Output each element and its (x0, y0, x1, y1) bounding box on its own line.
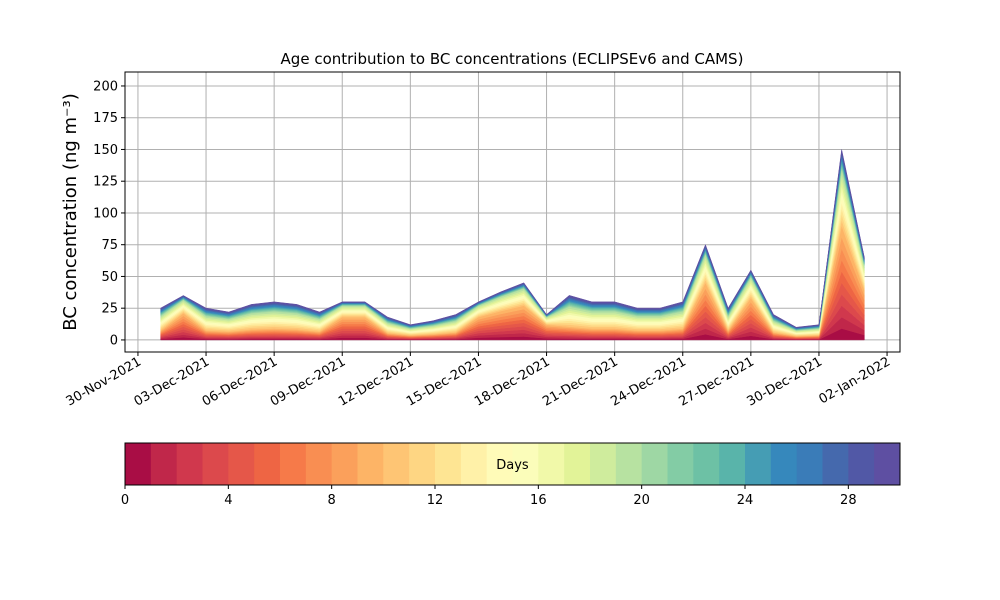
x-tick-label: 24-Dec-2021 (608, 354, 688, 409)
colorbar-label: Days (496, 458, 529, 473)
colorbar-swatch (176, 443, 203, 485)
colorbar-tick-label: 12 (427, 493, 444, 508)
colorbar-swatch (409, 443, 436, 485)
colorbar-swatch (745, 443, 772, 485)
plot-frame (124, 71, 901, 353)
colorbar-swatch (564, 443, 591, 485)
x-tick-label: 15-Dec-2021 (404, 354, 484, 409)
colorbar-swatch (202, 443, 229, 485)
colorbar-frame (124, 442, 901, 486)
colorbar-swatch (435, 443, 462, 485)
y-tick-label: 25 (101, 302, 118, 317)
colorbar-swatch (615, 443, 643, 485)
colorbar-swatch (590, 443, 617, 485)
x-tick-label: 21-Dec-2021 (540, 354, 620, 409)
colorbar-swatch (848, 443, 875, 485)
colorbar-swatch (150, 443, 178, 485)
colorbar-swatch (228, 443, 255, 485)
colorbar-swatch (280, 443, 307, 485)
y-axis-label: BC concentration (ng m⁻³) (60, 93, 81, 331)
colorbar-swatch (822, 443, 849, 485)
colorbar-swatch (719, 443, 746, 485)
x-tick-label: 09-Dec-2021 (268, 354, 348, 409)
x-tick-label: 03-Dec-2021 (132, 354, 212, 409)
colorbar-swatch (486, 443, 513, 485)
colorbar-swatch (770, 443, 798, 485)
colorbar-tick-label: 4 (224, 493, 232, 508)
y-tick-label: 100 (93, 206, 118, 221)
x-tick-label: 02-Jan-2022 (816, 354, 893, 407)
colorbar-swatch (125, 443, 152, 485)
colorbar-swatch (305, 443, 333, 485)
x-tick-label: 30-Nov-2021 (64, 354, 144, 409)
colorbar-tick-label: 8 (328, 493, 336, 508)
x-tick-label: 27-Dec-2021 (676, 354, 756, 409)
colorbar-tick-label: 20 (633, 493, 650, 508)
y-tick-label: 75 (101, 238, 118, 253)
colorbar-tick-label: 28 (840, 493, 857, 508)
y-tick-label: 175 (93, 111, 118, 126)
colorbar-swatch (874, 443, 901, 485)
colorbar-swatch (331, 443, 358, 485)
x-tick-label: 30-Dec-2021 (745, 354, 825, 409)
x-tick-label: 18-Dec-2021 (472, 354, 552, 409)
colorbar-tick-label: 0 (121, 493, 129, 508)
colorbar-swatch (357, 443, 384, 485)
colorbar-swatch (796, 443, 823, 485)
colorbar-swatch (460, 443, 488, 485)
colorbar-swatch (538, 443, 565, 485)
y-tick-label: 150 (93, 143, 118, 158)
x-tick-label: 12-Dec-2021 (336, 354, 416, 409)
colorbar-swatch (254, 443, 281, 485)
colorbar-tick-label: 24 (737, 493, 754, 508)
colorbar-swatch (512, 443, 539, 485)
colorbar-tick-label: 16 (530, 493, 547, 508)
x-tick-label: 06-Dec-2021 (200, 354, 280, 409)
chart-title: Age contribution to BC concentrations (E… (281, 50, 744, 68)
colorbar-swatch (641, 443, 668, 485)
y-tick-label: 200 (93, 79, 118, 94)
area (160, 149, 865, 328)
colorbar-swatch (693, 443, 720, 485)
y-tick-label: 0 (110, 333, 118, 348)
colorbar-swatch (667, 443, 694, 485)
y-tick-label: 50 (101, 270, 118, 285)
colorbar-swatch (383, 443, 410, 485)
y-tick-label: 125 (93, 175, 118, 190)
